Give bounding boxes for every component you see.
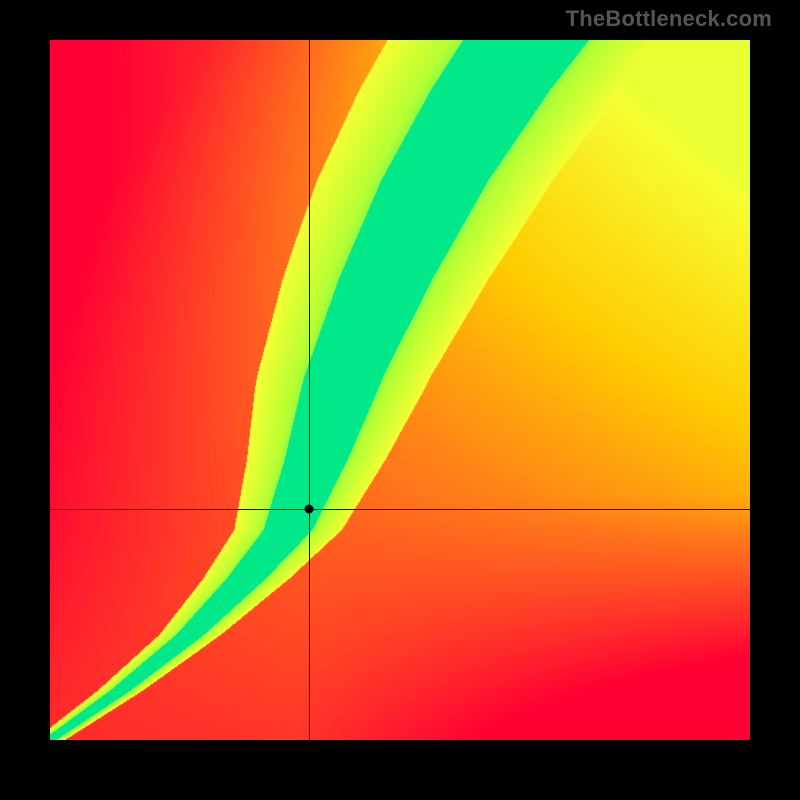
heatmap-plot [50,40,750,740]
crosshair-vertical [309,40,310,740]
figure-container: TheBottleneck.com [0,0,800,800]
intersection-dot [305,505,314,514]
heatmap-canvas [50,40,750,740]
crosshair-horizontal [50,509,750,510]
watermark-text: TheBottleneck.com [566,6,772,32]
